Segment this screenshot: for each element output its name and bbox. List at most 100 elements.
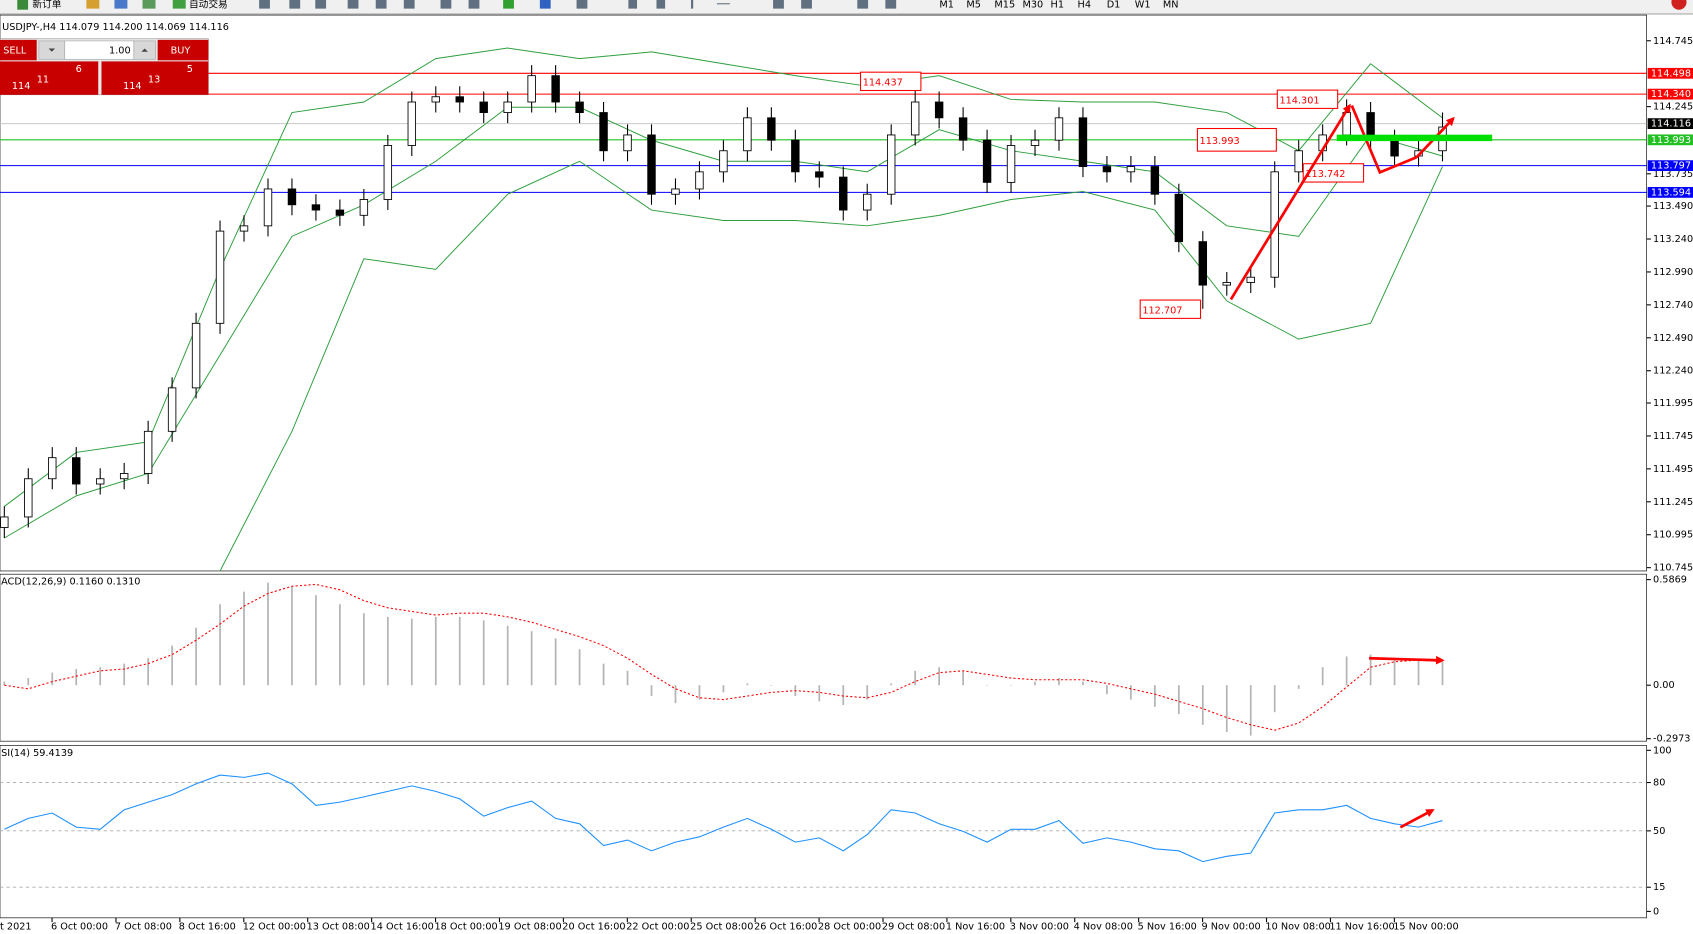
new-order-button[interactable]: 新订单: [32, 0, 61, 10]
notification-badge[interactable]: [1671, 0, 1687, 10]
time-label: 25 Oct 08:00: [690, 921, 753, 932]
sell-button[interactable]: [0, 39, 37, 61]
toolbar-icon[interactable]: [142, 0, 156, 9]
candle-body: [383, 145, 393, 200]
timeframe-button[interactable]: M5: [966, 0, 981, 10]
macd-bar: [243, 591, 245, 686]
annotation-box: [1276, 89, 1339, 109]
sell-price-box[interactable]: [0, 61, 99, 95]
timeframe-button[interactable]: MN: [1163, 0, 1179, 10]
toolbar-icon[interactable]: [628, 0, 638, 9]
timeframe-button[interactable]: M15: [994, 0, 1015, 10]
buy-price-box[interactable]: [101, 61, 209, 95]
macd-bar: [386, 616, 389, 686]
toolbar-icon[interactable]: [857, 0, 869, 9]
y-tick-label: -0.2973: [1653, 734, 1690, 745]
timeframe-button[interactable]: M1: [939, 0, 954, 10]
macd-plot: [3, 582, 1444, 736]
toolbar-icon[interactable]: [347, 0, 359, 9]
candle-body: [48, 457, 57, 480]
timeframe-button[interactable]: H1: [1051, 0, 1064, 10]
price-level-label: 113.993: [1651, 135, 1691, 146]
candle-body: [910, 101, 920, 136]
sell-price-small: 114: [12, 81, 31, 92]
toolbar-icon[interactable]: [440, 0, 452, 9]
timeframe-button[interactable]: H4: [1078, 0, 1091, 10]
candle-body: [719, 150, 728, 173]
macd-bar: [1249, 685, 1252, 736]
toolbar-icon[interactable]: [403, 0, 415, 9]
buy-button[interactable]: [157, 39, 209, 61]
candle-body: [1030, 139, 1040, 146]
y-tick-label: 114.245: [1653, 102, 1693, 113]
macd-bar: [506, 625, 509, 686]
toolbar-icon[interactable]: [289, 0, 301, 9]
candle-body: [95, 478, 105, 485]
candle-body: [167, 387, 177, 432]
toolbar-icon[interactable]: [259, 0, 270, 9]
toolbar-icon[interactable]: [539, 0, 551, 9]
toolbar-icon[interactable]: [86, 0, 100, 9]
toolbar-icon[interactable]: [716, 3, 730, 5]
y-tick-label: 0: [1653, 906, 1659, 917]
toolbar-icon[interactable]: [885, 0, 897, 9]
lot-up-icon: [141, 48, 148, 52]
drawn-arrows: [1229, 103, 1455, 829]
lot-value[interactable]: 1.00: [109, 46, 131, 57]
toolbar-icon[interactable]: [315, 0, 327, 9]
candle-body: [695, 171, 704, 190]
toolbar-icon[interactable]: [656, 0, 666, 9]
candle-body: [743, 117, 752, 152]
macd-bar: [339, 604, 341, 686]
toolbar-icons: [259, 0, 897, 9]
buy-label[interactable]: BUY: [171, 46, 191, 57]
candle-body: [1270, 171, 1279, 278]
time-label: 26 Oct 16:00: [754, 921, 817, 932]
timeframe-button[interactable]: D1: [1107, 0, 1121, 10]
toolbar-icon[interactable]: [576, 0, 588, 9]
toolbar-icon[interactable]: [172, 0, 186, 9]
y-tick-label: 113.490: [1653, 201, 1693, 212]
y-tick-label: 114.745: [1653, 36, 1693, 47]
y-tick-label: 50: [1653, 826, 1665, 837]
candle-body: [0, 516, 9, 528]
macd-bar: [1177, 685, 1180, 714]
toolbar-icon[interactable]: [114, 0, 128, 9]
timeframe-button[interactable]: W1: [1135, 0, 1151, 10]
toolbar-icon[interactable]: [468, 0, 480, 9]
macd-bar: [1273, 685, 1276, 713]
toolbar-icon[interactable]: [691, 0, 694, 9]
y-tick-label: 112.990: [1653, 267, 1693, 278]
price-pane: [0, 14, 1647, 572]
auto-trading-button[interactable]: 自动交易: [189, 0, 228, 10]
time-label: 12 Oct 00:00: [243, 921, 306, 932]
toolbar-icon[interactable]: [375, 0, 387, 9]
macd-bar: [1154, 685, 1156, 707]
toolbar-icon[interactable]: [503, 0, 514, 9]
price-level-box: [1647, 186, 1693, 198]
macd-bar: [1106, 685, 1108, 695]
macd-bar: [698, 685, 701, 700]
candle-body: [191, 322, 201, 389]
macd-bar: [434, 616, 437, 686]
overlays: 114.498 114.340 114.116 113.993 113.797 113.5…: [859, 67, 1693, 319]
candle-body: [1174, 193, 1184, 243]
sell-label[interactable]: SELL: [3, 46, 27, 57]
macd-bar: [962, 670, 964, 686]
toolbar-icon[interactable]: [773, 0, 784, 9]
buy-price-pip: 5: [187, 64, 193, 75]
buy-price-small: 114: [123, 81, 142, 92]
value-axes: 114.745 114.245 113.735 113.490 113.240 112.9…: [1646, 36, 1693, 917]
timeframe-button[interactable]: M30: [1022, 0, 1043, 10]
candle-body: [215, 230, 225, 324]
toolbar-icon[interactable]: [17, 0, 29, 10]
macd-bar: [315, 595, 317, 686]
y-tick-label: 112.740: [1653, 300, 1693, 311]
toolbar-icon[interactable]: [801, 0, 812, 9]
macd-arrow: [1369, 655, 1445, 665]
macd-pane: [0, 573, 1647, 742]
macd-bar: [291, 586, 293, 686]
macd-header: ACD(12,26,9) 0.1160 0.1310: [1, 577, 140, 588]
macd-bar: [1058, 678, 1060, 686]
